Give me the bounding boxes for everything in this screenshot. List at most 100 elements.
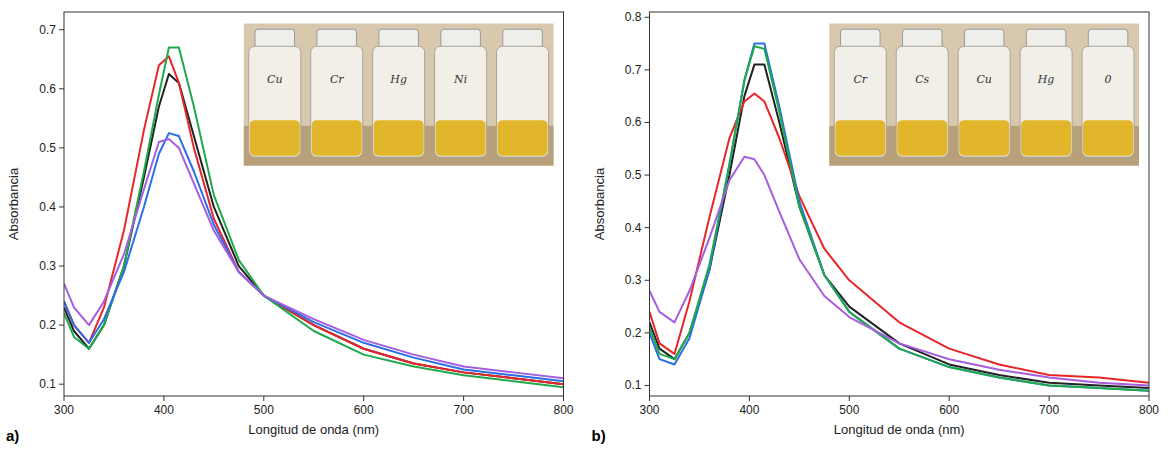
- x-tick: [949, 396, 950, 401]
- x-tick: [563, 396, 564, 401]
- x-tick: [1049, 396, 1050, 401]
- spectrum-line: [64, 74, 564, 384]
- vial-liquid: [897, 120, 947, 156]
- y-tick: [59, 384, 64, 385]
- vial-label: Cu: [267, 73, 283, 86]
- vial-liquid: [374, 120, 424, 156]
- vial-liquid: [436, 120, 486, 156]
- y-tick-label: 0.2: [39, 318, 56, 332]
- vial: [249, 46, 301, 157]
- photo-background: [244, 24, 554, 166]
- x-tick: [1149, 396, 1150, 401]
- x-axis-title: Longitud de onda (nm): [834, 422, 965, 437]
- x-tick: [263, 396, 264, 401]
- vial: [311, 46, 363, 157]
- y-tick: [645, 17, 650, 18]
- vial-label: Hg: [389, 73, 407, 86]
- y-tick: [645, 332, 650, 333]
- vial-liquid: [1083, 120, 1133, 156]
- x-tick-label: 400: [739, 403, 759, 417]
- spectrum-line: [650, 65, 1150, 389]
- x-tick-label: 600: [939, 403, 959, 417]
- x-tick-label: 500: [254, 403, 274, 417]
- y-tick: [59, 325, 64, 326]
- plot-frame: [64, 12, 564, 396]
- panel-letter: b): [592, 427, 606, 444]
- y-tick: [59, 29, 64, 30]
- vial: [896, 46, 948, 157]
- vial-liquid: [1021, 120, 1071, 156]
- y-tick: [645, 227, 650, 228]
- vial-liquid: [959, 120, 1009, 156]
- x-tick-label: 500: [839, 403, 859, 417]
- y-tick-label: 0.7: [39, 23, 56, 37]
- y-tick: [645, 385, 650, 386]
- spectrum-line: [650, 44, 1150, 391]
- spectrum-line: [650, 157, 1150, 386]
- y-tick-label: 0.2: [625, 326, 642, 340]
- spectrum-line: [64, 133, 564, 381]
- x-tick: [163, 396, 164, 401]
- vial-label: Hg: [1037, 73, 1055, 86]
- spectrum-line: [650, 94, 1150, 383]
- y-tick-label: 0.4: [39, 200, 56, 214]
- series-group: [64, 47, 564, 387]
- y-tick: [645, 122, 650, 123]
- y-tick-label: 0.3: [625, 273, 642, 287]
- vial-label: Ni: [453, 73, 467, 86]
- vial: [1020, 46, 1072, 157]
- y-tick-label: 0.6: [39, 82, 56, 96]
- vial: [1082, 46, 1134, 157]
- x-tick: [849, 396, 850, 401]
- y-tick-label: 0.5: [39, 141, 56, 155]
- vial-liquid: [312, 120, 362, 156]
- y-tick-label: 0.3: [39, 259, 56, 273]
- vial-label: Cu: [976, 73, 992, 86]
- spectrum-line: [650, 46, 1150, 391]
- inset-photo: Cu Cr Hg Ni: [244, 24, 554, 166]
- vial: [958, 46, 1010, 157]
- photo-background: [829, 24, 1139, 166]
- y-tick: [645, 69, 650, 70]
- x-tick: [649, 396, 650, 401]
- x-tick-label: 300: [54, 403, 74, 417]
- series-group: [650, 44, 1150, 391]
- x-tick-label: 700: [1039, 403, 1059, 417]
- panel: CuCrHgNi3004005006007008000.10.20.30.40.…: [6, 12, 574, 444]
- spectrum-line: [64, 56, 564, 384]
- x-tick-label: 800: [553, 403, 573, 417]
- vial: [834, 46, 886, 157]
- y-tick-label: 0.6: [625, 115, 642, 129]
- y-tick: [645, 175, 650, 176]
- y-tick-label: 0.5: [625, 168, 642, 182]
- figure: Cu Cr Hg Ni 300 400 500 600 700 800 0.1 0.2 0.3 0.4 0.…: [0, 0, 1171, 449]
- inset-photo: Cr Cs Cu Hg 0: [829, 24, 1139, 166]
- vial-label: Cr: [853, 73, 867, 86]
- x-axis-title: Longitud de onda (nm): [248, 422, 379, 437]
- vial-label: 0: [1105, 73, 1112, 86]
- vial-label: Cr: [330, 73, 344, 86]
- y-tick: [645, 280, 650, 281]
- y-tick-label: 0.7: [625, 63, 642, 77]
- vial-liquid: [250, 120, 300, 156]
- panel: Cr Cs Cu Hg 0 300 400 500 600 700 800 0.1 0.2 0.3 0.4 0…: [592, 10, 1160, 444]
- y-tick: [59, 147, 64, 148]
- panel-letter: a): [6, 427, 19, 444]
- y-axis-title: Absorbancia: [592, 167, 607, 240]
- y-tick: [59, 206, 64, 207]
- x-tick: [363, 396, 364, 401]
- vial-liquid: [498, 120, 548, 156]
- y-tick-label: 0.1: [39, 377, 56, 391]
- y-tick-label: 0.8: [625, 10, 642, 24]
- vial-label: Cs: [915, 73, 929, 86]
- x-tick: [64, 396, 65, 401]
- x-tick-label: 300: [639, 403, 659, 417]
- y-axis-title: Absorbancia: [6, 167, 21, 240]
- y-tick-label: 0.4: [625, 221, 642, 235]
- x-tick-label: 800: [1139, 403, 1159, 417]
- x-tick-label: 700: [454, 403, 474, 417]
- y-tick-label: 0.1: [625, 378, 642, 392]
- spectrum-line: [64, 139, 564, 378]
- spectrum-line: [64, 47, 564, 387]
- vial-liquid: [835, 120, 885, 156]
